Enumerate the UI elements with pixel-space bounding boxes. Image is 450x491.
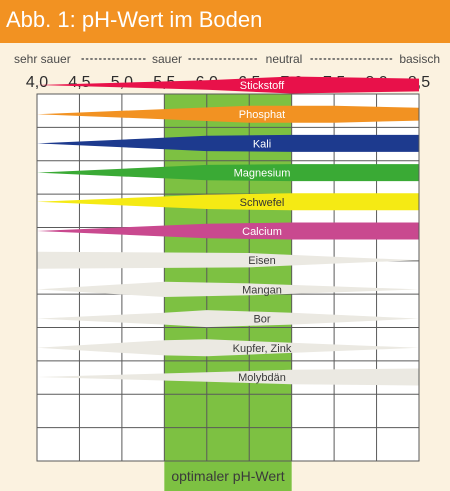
band-label: Bor [253, 314, 270, 326]
band-label: Magnesium [234, 168, 291, 180]
chart-title: Abb. 1: pH-Wert im Boden [6, 7, 263, 32]
band-label: Kupfer, Zink [233, 343, 292, 355]
optimal-ph-label: optimaler pH-Wert [171, 468, 284, 484]
band-kali [37, 134, 419, 152]
band-label: Phosphat [239, 109, 285, 121]
band-phosphat [37, 105, 419, 123]
scale-label-2: neutral [266, 52, 303, 66]
header-bar: Abb. 1: pH-Wert im Boden [0, 0, 450, 43]
nutrient-bands: Stickstoff Phosphat Kali Magnesium Schwefel C… [37, 76, 419, 386]
band-calcium [37, 222, 419, 240]
band-label: Calcium [242, 226, 282, 238]
band-label: Kali [253, 138, 271, 150]
band-magnesium [37, 164, 419, 182]
band-kupfer-zink [37, 339, 419, 357]
band-schwefel [37, 193, 419, 211]
tick-label: 4,5 [68, 74, 90, 91]
scale-label-3: basisch [399, 52, 440, 66]
grid [37, 94, 419, 461]
band-bor [37, 310, 419, 328]
band-label: Eisen [248, 255, 276, 267]
band-label: Mangan [242, 284, 282, 296]
band-label: Molybdän [238, 372, 286, 384]
plot-frame [36, 93, 420, 462]
band-eisen [37, 251, 419, 269]
band-label: Stickstoff [240, 80, 285, 92]
band-mangan [37, 281, 419, 297]
band-label: Schwefel [240, 197, 285, 209]
band-molybd-n [37, 368, 419, 386]
tick-label: 4,0 [26, 74, 48, 91]
acidity-scale: sehr sauer sauer neutral basisch [14, 52, 440, 66]
scale-label-0: sehr sauer [14, 52, 71, 66]
scale-label-1: sauer [152, 52, 182, 66]
band-stickstoff [37, 76, 419, 94]
